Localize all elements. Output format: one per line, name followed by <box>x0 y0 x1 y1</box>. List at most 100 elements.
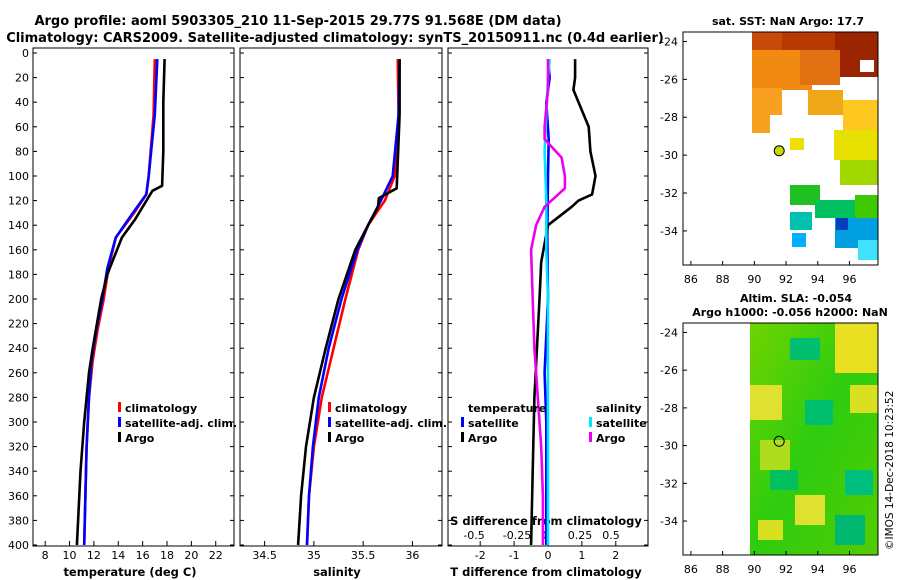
map-y-tick-label: -34 <box>660 225 678 238</box>
difference-series <box>529 58 597 546</box>
temperature-series <box>75 59 166 546</box>
map-y-tick-label: -26 <box>660 73 678 86</box>
map-x-tick-label: 90 <box>747 563 761 576</box>
figure-title-line2: Climatology: CARS2009. Satellite-adjuste… <box>6 31 664 46</box>
map-x-tick-label: 96 <box>842 273 856 286</box>
series-line-t-argo <box>529 59 597 546</box>
map-x-tick-label: 90 <box>747 273 761 286</box>
series-line-satellite-adj-clim <box>82 59 159 546</box>
map-x-tick-label: 92 <box>779 273 793 286</box>
x-tick-label: 20 <box>184 549 198 562</box>
map-x-tick-label: 86 <box>684 273 698 286</box>
legend-label-argo: Argo <box>335 432 365 445</box>
sst-orange-patch <box>808 90 843 115</box>
depth-tick-label: 220 <box>8 318 29 331</box>
sst-map-y-ticks: -24 -26 -28 -30 -32 -34 <box>660 35 687 238</box>
sla-low-patch <box>770 470 798 490</box>
map-y-tick-label: -28 <box>660 402 678 415</box>
depth-tick-label: 60 <box>15 121 29 134</box>
difference-xlabel: T difference from climatology <box>450 565 642 579</box>
map-y-tick-label: -24 <box>660 326 678 339</box>
sla-map-frame <box>682 322 879 556</box>
s-diff-tick-label: -0.5 <box>463 529 484 542</box>
sst-deep-blue-patch <box>836 218 848 230</box>
sla-high-patch <box>760 440 790 470</box>
legend-title-salinity: salinity <box>596 402 642 415</box>
sst-green-patch <box>855 195 878 220</box>
x-tick-label: 12 <box>87 549 101 562</box>
salinity-xlabel: salinity <box>313 565 361 579</box>
sst-yellow-patch <box>843 100 878 130</box>
depth-tick-label: 360 <box>8 490 29 503</box>
salinity-plot-frame <box>239 47 443 547</box>
sst-green-patch <box>840 160 878 185</box>
sla-map-title-line1: Altim. SLA: -0.054 <box>740 292 852 305</box>
argo-position-marker <box>773 435 785 447</box>
depth-tick-label: 380 <box>8 514 29 527</box>
legend-label-s-satellite: satellite <box>596 417 647 430</box>
sst-orange-patch <box>800 50 840 85</box>
depth-tick-label: 260 <box>8 367 29 380</box>
sst-map-frame <box>682 31 879 266</box>
depth-tick-label: 400 <box>8 539 29 552</box>
legend-label-argo: Argo <box>125 432 155 445</box>
legend-swatch-climatology <box>118 402 121 412</box>
sst-green-patch <box>815 200 855 218</box>
x-tick-label: 14 <box>111 549 125 562</box>
sla-low-patch <box>845 470 873 495</box>
map-y-tick-label: -30 <box>660 149 678 162</box>
legend-swatch-satellite <box>118 417 121 427</box>
salinity-x-ticks: 34.5 35 35.5 36 <box>240 52 442 562</box>
depth-tick-label: 300 <box>8 416 29 429</box>
sst-warm-patch <box>752 32 782 52</box>
map-x-tick-label: 86 <box>684 563 698 576</box>
x-tick-label: 18 <box>160 549 174 562</box>
depth-tick-label: 240 <box>8 342 29 355</box>
sst-map-title: sat. SST: NaN Argo: 17.7 <box>712 15 864 28</box>
sla-low-patch <box>835 515 865 545</box>
argo-position-marker <box>773 145 785 157</box>
sst-field <box>752 32 878 260</box>
sla-map-title-line2: Argo h1000: -0.056 h2000: NaN <box>692 306 888 319</box>
temperature-plot-frame <box>32 47 235 547</box>
sla-low-patch <box>790 338 820 360</box>
map-y-tick-label: -32 <box>660 477 678 490</box>
series-line-s-argo <box>529 59 567 545</box>
depth-tick-label: 160 <box>8 244 29 257</box>
temperature-legend: climatology satellite-adj. clim. Argo <box>118 402 237 445</box>
depth-tick-label: 120 <box>8 195 29 208</box>
depth-tick-label: 200 <box>8 293 29 306</box>
sst-yellow-patch <box>834 130 878 160</box>
map-y-tick-label: -24 <box>660 35 678 48</box>
legend-label-t-satellite: satellite <box>468 417 519 430</box>
legend-swatch-argo <box>328 432 331 442</box>
x-tick-label: 36 <box>405 549 419 562</box>
map-x-tick-label: 94 <box>811 563 825 576</box>
depth-tick-label: 340 <box>8 465 29 478</box>
sla-map-x-ticks: 86 88 90 92 94 96 <box>684 551 856 576</box>
sst-blue-patch <box>792 233 806 247</box>
depth-tick-label: 0 <box>22 47 29 60</box>
legend-title-temperature: temperature <box>468 402 546 415</box>
x-tick-label: 35 <box>307 549 321 562</box>
legend-label-climatology: climatology <box>335 402 407 415</box>
map-x-tick-label: 96 <box>842 563 856 576</box>
sla-low-patch <box>805 400 833 425</box>
map-y-tick-label: -28 <box>660 111 678 124</box>
x-tick-label: 22 <box>209 549 223 562</box>
depth-tick-label: 280 <box>8 391 29 404</box>
salinity-legend: climatology satellite-adj. clim. Argo <box>328 402 447 445</box>
x-tick-label: -2 <box>475 549 486 562</box>
x-tick-label: 16 <box>136 549 150 562</box>
x-tick-label: 0 <box>545 549 552 562</box>
legend-label-satellite: satellite-adj. clim. <box>125 417 237 430</box>
depth-tick-label: 80 <box>15 145 29 158</box>
x-tick-label: 2 <box>612 549 619 562</box>
sst-cyan-patch <box>858 240 878 260</box>
temperature-panel: temperature (deg C) 8 10 12 14 16 18 20 22 clim… <box>32 47 237 579</box>
temperature-x-ticks: 8 10 12 14 16 18 20 22 <box>33 52 234 562</box>
figure-title-line1: Argo profile: aoml 5903305_210 11-Sep-20… <box>34 14 561 29</box>
s-diff-tick-label: 0.5 <box>602 529 620 542</box>
depth-tick-label: 140 <box>8 219 29 232</box>
